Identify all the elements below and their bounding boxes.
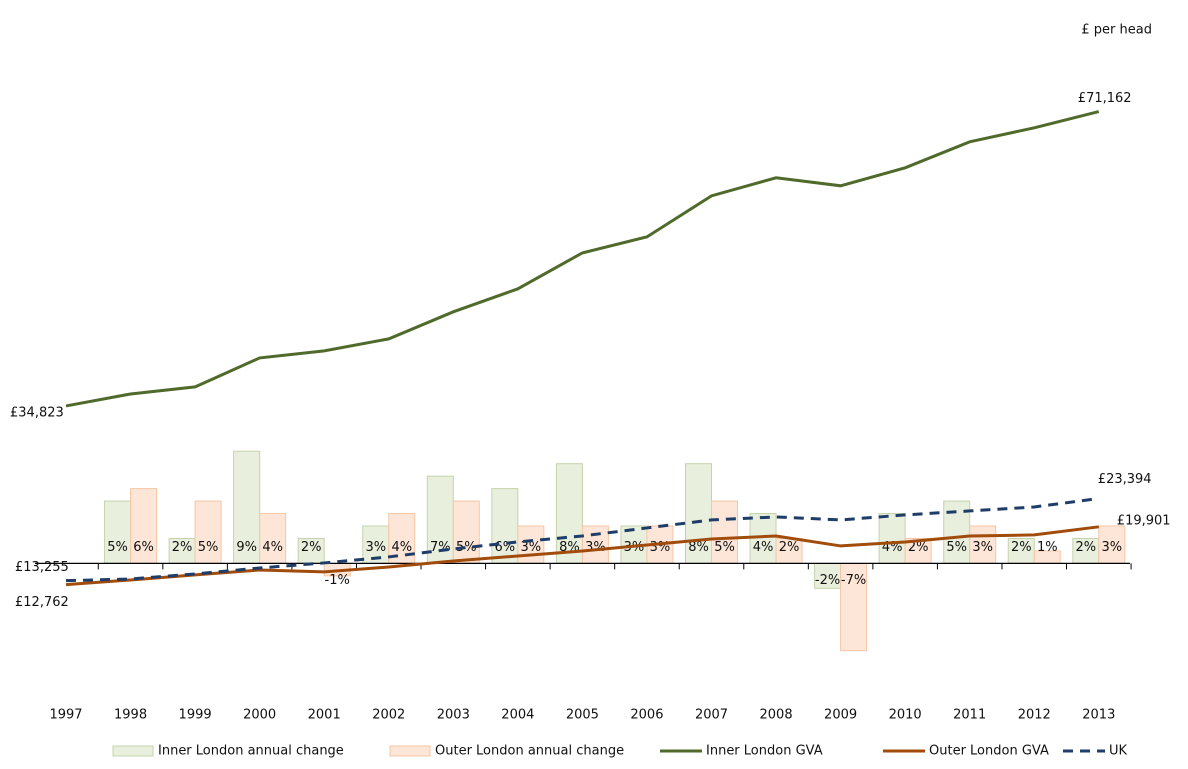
x-tick-label: 1999: [179, 708, 212, 723]
bar: [259, 513, 287, 564]
bar-label: 3%: [972, 540, 993, 555]
line-end-label: £19,901: [1117, 513, 1171, 528]
bar: [904, 537, 932, 564]
x-tick-label: 2004: [501, 708, 534, 723]
bar: [297, 537, 325, 564]
line-end-label: £12,762: [15, 595, 69, 610]
legend-label: Inner London annual change: [158, 744, 344, 759]
bar-label: 4%: [391, 540, 412, 555]
bar-label: 5%: [198, 540, 219, 555]
bar-label: 2%: [172, 540, 193, 555]
line-end-label: £23,394: [1098, 472, 1152, 487]
x-tick-label: 2002: [372, 708, 405, 723]
bar-label: 3%: [585, 540, 606, 555]
bar: [452, 500, 480, 564]
bar: [555, 463, 583, 564]
x-tick-label: 2006: [630, 708, 663, 723]
bar: [878, 513, 906, 564]
bar-label: 4%: [753, 540, 774, 555]
bar-label: 7%: [430, 540, 451, 555]
bar: [711, 500, 738, 564]
bar-label: 2%: [1075, 540, 1096, 555]
bar: [969, 525, 997, 564]
bar-label: 5%: [946, 540, 967, 555]
x-tick-label: 2001: [308, 708, 341, 723]
bar-label: 2%: [908, 540, 929, 555]
bar: [130, 488, 158, 564]
bar: [194, 500, 222, 564]
bar-label: 3%: [1101, 540, 1122, 555]
x-tick-label: 1997: [49, 708, 82, 723]
x-tick-label: 2012: [1018, 708, 1051, 723]
legend-label: Outer London annual change: [435, 744, 624, 759]
bar: [104, 500, 132, 564]
x-tick-label: 2011: [953, 708, 986, 723]
unit-label: £ per head: [1081, 23, 1152, 38]
line-end-label: £71,162: [1078, 91, 1132, 106]
line-series: [65, 497, 1099, 583]
x-tick-label: 2013: [1082, 708, 1115, 723]
bar-label: 4%: [262, 540, 283, 555]
bar-label: 8%: [688, 540, 709, 555]
bar-label: 3%: [365, 540, 386, 555]
x-tick-label: 2010: [889, 708, 922, 723]
bar-label: 1%: [1037, 540, 1058, 555]
legend-swatch: [112, 745, 154, 757]
line-series: [65, 525, 1099, 587]
bar-label: 5%: [107, 540, 128, 555]
bar-label: 6%: [133, 540, 154, 555]
bar: [1007, 537, 1035, 564]
x-tick-label: 2007: [695, 708, 728, 723]
legend-label: UK: [1109, 744, 1128, 759]
bar: [685, 463, 712, 564]
bar-label: 5%: [714, 540, 735, 555]
line-series: [65, 110, 1100, 408]
bar: [517, 525, 545, 564]
x-tick-label: 2003: [437, 708, 470, 723]
legend-swatch: [389, 745, 431, 757]
bar: [426, 475, 454, 564]
line-end-label: £13,255: [15, 560, 69, 575]
x-tick-label: 2008: [760, 708, 793, 723]
bar: [581, 525, 609, 564]
bar: [814, 562, 842, 589]
bar-label: 9%: [236, 540, 257, 555]
x-tick-label: 2000: [243, 708, 276, 723]
bar-label: 3%: [521, 540, 542, 555]
bar-label: 2%: [301, 540, 322, 555]
x-tick-label: 2009: [824, 708, 857, 723]
bar-label: -2%: [815, 573, 840, 588]
legend-label: Inner London GVA: [706, 744, 823, 759]
x-tick-label: 2005: [566, 708, 599, 723]
legend-label: Outer London GVA: [929, 744, 1049, 759]
bar-label: -1%: [325, 573, 350, 588]
bar-label: 2%: [779, 540, 800, 555]
bar: [1098, 525, 1126, 564]
x-tick-label: 1998: [114, 708, 147, 723]
bar-label: 5%: [456, 540, 477, 555]
bar-label: 2%: [1011, 540, 1032, 555]
bar-label: -7%: [841, 573, 866, 588]
line-end-label: £34,823: [10, 405, 64, 420]
